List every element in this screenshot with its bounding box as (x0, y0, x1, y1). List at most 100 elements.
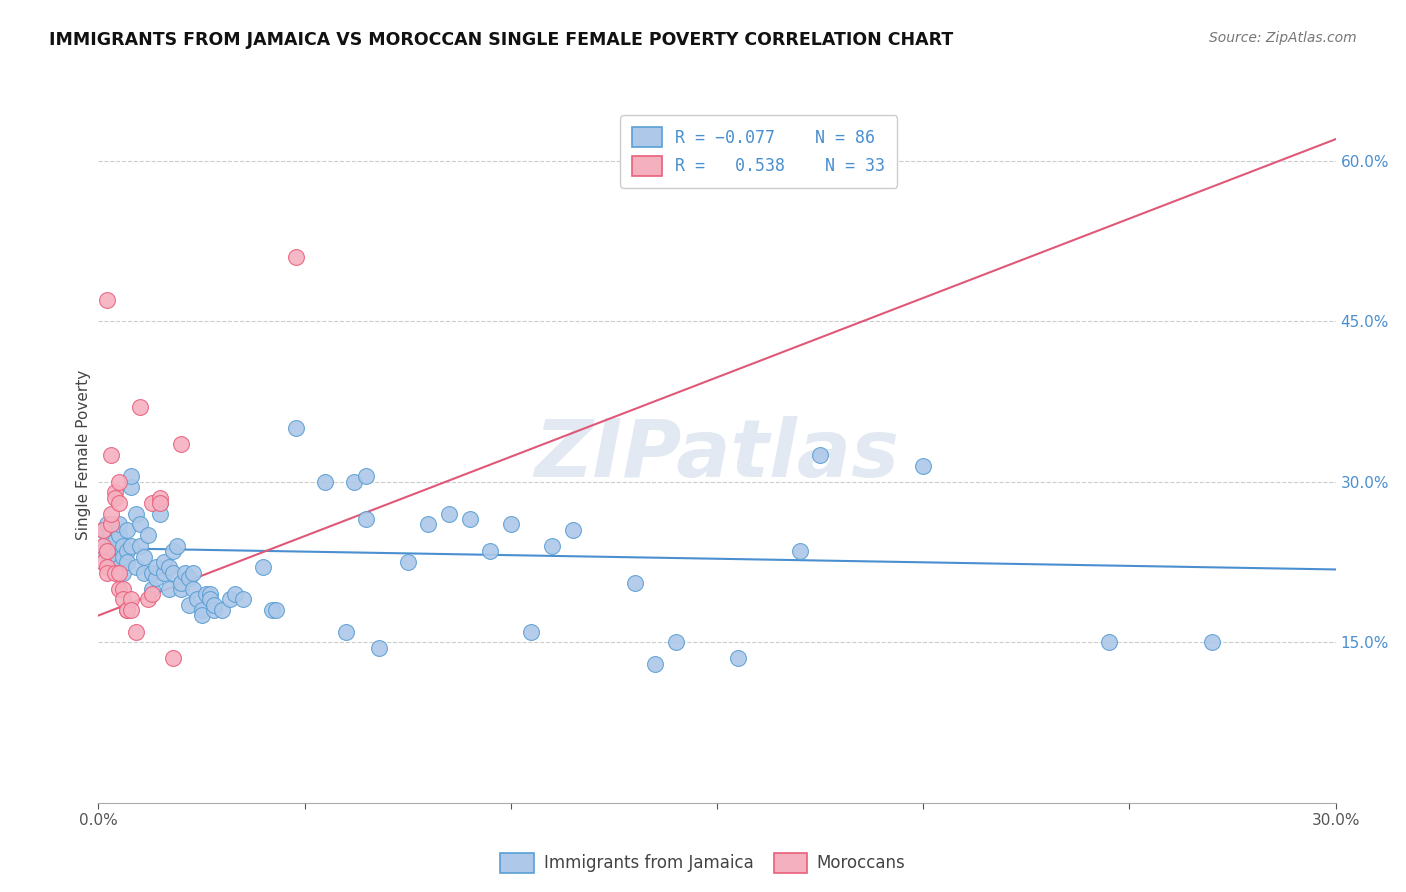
Point (789, 544, 811, 558)
Point (232, 592, 254, 607)
Point (437, 507, 460, 521)
Point (136, 592, 159, 607)
Point (170, 437, 193, 451)
Point (727, 651, 749, 665)
Point (252, 560, 274, 574)
Point (170, 582, 193, 596)
Point (479, 544, 502, 558)
Point (120, 539, 142, 553)
Point (149, 491, 172, 505)
Point (367, 640, 389, 655)
Legend: Immigrants from Jamaica, Moroccans: Immigrants from Jamaica, Moroccans (494, 847, 912, 880)
Point (219, 592, 242, 607)
Point (356, 469, 378, 483)
Point (91, 539, 114, 553)
Point (112, 566, 135, 580)
Point (96, 549, 118, 564)
Point (96, 293, 118, 307)
Point (112, 582, 135, 596)
Point (117, 603, 139, 617)
Point (396, 555, 419, 569)
Point (104, 485, 127, 500)
Point (285, 421, 308, 435)
Point (112, 549, 135, 564)
Point (343, 475, 366, 489)
Point (100, 539, 122, 553)
Point (211, 603, 233, 617)
Point (124, 624, 146, 639)
Y-axis label: Single Female Poverty: Single Female Poverty (76, 370, 91, 540)
Point (128, 539, 150, 553)
Point (141, 582, 163, 596)
Point (181, 582, 204, 596)
Point (644, 657, 666, 671)
Point (141, 566, 163, 580)
Point (149, 507, 172, 521)
Point (104, 533, 127, 548)
Point (181, 566, 204, 580)
Point (561, 523, 583, 537)
Point (108, 517, 131, 532)
Point (285, 250, 308, 264)
Text: Source: ZipAtlas.com: Source: ZipAtlas.com (1209, 31, 1357, 45)
Point (108, 566, 131, 580)
Point (91, 523, 114, 537)
Point (141, 496, 163, 510)
Point (224, 587, 246, 601)
Point (198, 587, 221, 601)
Point (120, 592, 142, 607)
Point (157, 582, 180, 596)
Point (91, 555, 114, 569)
Point (104, 544, 127, 558)
Point (260, 603, 283, 617)
Point (124, 507, 146, 521)
Point (117, 603, 139, 617)
Point (190, 603, 212, 617)
Point (100, 555, 122, 569)
Point (186, 592, 208, 607)
Point (96, 560, 118, 574)
Point (120, 469, 142, 483)
Legend: R = −0.077    N = 86, R =   0.538    N = 33: R = −0.077 N = 86, R = 0.538 N = 33 (620, 115, 897, 187)
Point (153, 566, 176, 580)
Point (520, 624, 543, 639)
Point (108, 528, 131, 542)
Point (1201, 635, 1223, 649)
Point (149, 496, 172, 510)
Point (100, 517, 122, 532)
Point (120, 480, 142, 494)
Point (264, 603, 287, 617)
Point (128, 400, 150, 414)
Point (458, 512, 481, 526)
Point (96, 517, 118, 532)
Point (104, 566, 127, 580)
Point (124, 560, 146, 574)
Point (162, 544, 184, 558)
Point (112, 592, 135, 607)
Point (499, 517, 522, 532)
Point (96, 533, 118, 548)
Point (202, 603, 225, 617)
Point (190, 608, 212, 623)
Point (100, 507, 122, 521)
Point (120, 603, 142, 617)
Point (314, 475, 336, 489)
Point (198, 592, 221, 607)
Point (112, 539, 135, 553)
Point (96, 566, 118, 580)
Point (136, 528, 159, 542)
Point (104, 555, 127, 569)
Point (108, 582, 131, 596)
Point (132, 549, 155, 564)
Point (104, 491, 127, 505)
Point (141, 587, 163, 601)
Point (117, 544, 139, 558)
Point (157, 560, 180, 574)
Point (418, 517, 440, 532)
Point (202, 598, 225, 612)
Point (623, 576, 645, 591)
Point (166, 539, 188, 553)
Point (149, 496, 172, 510)
Point (100, 448, 122, 462)
Point (170, 576, 193, 591)
